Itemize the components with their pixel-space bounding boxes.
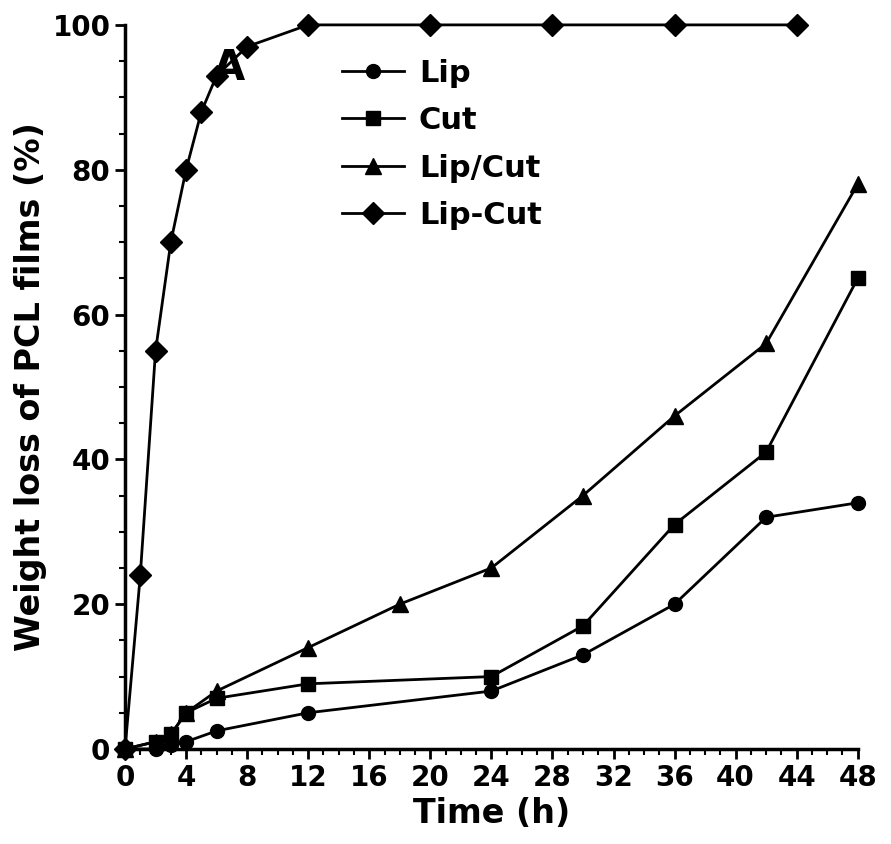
Lip — [119, 744, 130, 754]
Lip/Cut — [853, 179, 863, 189]
Lip-Cut — [547, 19, 558, 30]
Lip-Cut — [135, 571, 145, 581]
Lip-Cut — [119, 744, 130, 754]
Cut — [577, 621, 588, 631]
Lip — [853, 498, 863, 508]
Lip-Cut — [181, 165, 192, 175]
Lip-Cut — [241, 41, 252, 51]
Lip-Cut — [211, 71, 222, 81]
Lip/Cut — [166, 729, 176, 739]
Line: Lip: Lip — [119, 495, 864, 756]
Lip/Cut — [119, 744, 130, 754]
Lip-Cut — [303, 19, 314, 30]
Lip — [211, 726, 222, 736]
Lip/Cut — [151, 737, 161, 747]
Line: Lip-Cut: Lip-Cut — [118, 17, 805, 756]
Lip — [151, 744, 161, 754]
Text: A: A — [213, 46, 245, 89]
Cut — [211, 693, 222, 703]
Cut — [119, 744, 130, 754]
Lip-Cut — [425, 19, 436, 30]
Lip/Cut — [303, 642, 314, 652]
Lip — [486, 686, 496, 696]
Line: Cut: Cut — [119, 272, 864, 756]
Cut — [166, 729, 176, 739]
Lip-Cut — [791, 19, 802, 30]
Cut — [669, 519, 680, 529]
Lip-Cut — [196, 106, 207, 116]
Cut — [181, 708, 192, 718]
Lip — [577, 650, 588, 660]
Lip-Cut — [669, 19, 680, 30]
Lip — [181, 737, 192, 747]
Lip-Cut — [166, 237, 176, 247]
Lip/Cut — [669, 411, 680, 421]
Lip — [303, 708, 314, 718]
Lip/Cut — [181, 708, 192, 718]
Lip/Cut — [577, 490, 588, 500]
X-axis label: Time (h): Time (h) — [413, 797, 570, 830]
Line: Lip/Cut: Lip/Cut — [118, 176, 865, 756]
Y-axis label: Weight loss of PCL films (%): Weight loss of PCL films (%) — [14, 122, 47, 652]
Lip/Cut — [761, 338, 772, 349]
Legend: Lip, Cut, Lip/Cut, Lip-Cut: Lip, Cut, Lip/Cut, Lip-Cut — [331, 46, 554, 242]
Cut — [486, 672, 496, 682]
Lip/Cut — [395, 599, 405, 609]
Cut — [761, 447, 772, 457]
Lip/Cut — [486, 563, 496, 573]
Lip — [166, 740, 176, 750]
Cut — [853, 273, 863, 284]
Lip/Cut — [211, 686, 222, 696]
Lip-Cut — [151, 346, 161, 356]
Cut — [151, 737, 161, 747]
Cut — [303, 679, 314, 689]
Lip — [761, 512, 772, 522]
Lip — [669, 599, 680, 609]
